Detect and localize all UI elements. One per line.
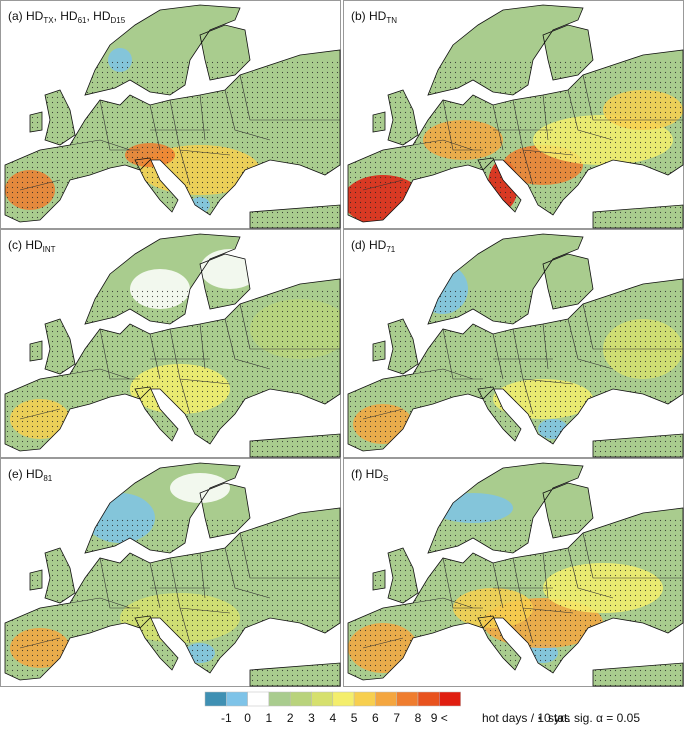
color-swatch bbox=[204, 691, 227, 707]
panel-label: (e) HD81 bbox=[8, 467, 53, 483]
map-panel: (f) HDS bbox=[343, 458, 684, 687]
panel-label: (f) HDS bbox=[351, 467, 388, 483]
significance-dot bbox=[538, 716, 542, 720]
panel-label: (a) HDTX, HD61, HDD15 bbox=[8, 9, 126, 25]
country-borders bbox=[362, 532, 683, 649]
label-text: (a) HD bbox=[8, 9, 44, 23]
color-swatch bbox=[226, 691, 248, 707]
label-subscript: D15 bbox=[110, 16, 125, 25]
color-swatch bbox=[417, 691, 440, 707]
patch bbox=[170, 473, 230, 503]
label-text: , HD bbox=[86, 9, 110, 23]
color-swatch bbox=[439, 691, 461, 707]
label-text: (f) HD bbox=[351, 467, 383, 481]
map-panels: (a) HDTX, HD61, HDD15 (b) HDTN(c) HDINT (d… bbox=[0, 0, 684, 687]
label-subscript: TN bbox=[386, 16, 397, 25]
label-text: , HD bbox=[54, 9, 78, 23]
color-label: 6 bbox=[372, 711, 379, 725]
panel-label: (c) HDINT bbox=[8, 238, 56, 254]
country-borders bbox=[19, 532, 340, 649]
map-panel: (b) HDTN bbox=[343, 0, 684, 229]
color-label: 4 bbox=[329, 711, 336, 725]
panel-label: (d) HD71 bbox=[351, 238, 396, 254]
color-swatch bbox=[247, 691, 270, 707]
color-label: 0 bbox=[244, 711, 251, 725]
color-swatch bbox=[268, 691, 291, 707]
label-text: (b) HD bbox=[351, 9, 387, 23]
label-subscript: INT bbox=[43, 245, 56, 254]
panel-label: (b) HDTN bbox=[351, 9, 397, 25]
label-subscript: 61 bbox=[78, 16, 87, 25]
country-borders bbox=[19, 74, 340, 191]
color-swatch bbox=[289, 691, 312, 707]
color-swatch bbox=[332, 691, 355, 707]
label-text: (d) HD bbox=[351, 238, 387, 252]
label-text: (c) HD bbox=[8, 238, 43, 252]
color-swatch bbox=[353, 691, 376, 707]
significance-label: stat. sig. α = 0.05 bbox=[548, 711, 640, 725]
label-subscript: S bbox=[383, 474, 388, 483]
color-label: 2 bbox=[287, 711, 294, 725]
color-label: 1 bbox=[266, 711, 273, 725]
map-panel: (c) HDINT bbox=[0, 229, 341, 458]
color-label: 8 bbox=[415, 711, 422, 725]
country-borders bbox=[362, 74, 683, 191]
country-borders bbox=[362, 303, 683, 420]
map-panel: (e) HD81 bbox=[0, 458, 341, 687]
label-subscript: TX bbox=[43, 16, 54, 25]
color-swatch bbox=[396, 691, 419, 707]
color-label: 9 < bbox=[431, 711, 448, 725]
legend-unit: hot days / 10 yrs bbox=[482, 711, 570, 725]
color-label: -1 bbox=[221, 711, 232, 725]
map-panel: (a) HDTX, HD61, HDD15 bbox=[0, 0, 341, 229]
color-label: 3 bbox=[308, 711, 315, 725]
label-text: (e) HD bbox=[8, 467, 44, 481]
color-swatch bbox=[375, 691, 397, 707]
color-swatch bbox=[311, 691, 334, 707]
color-label: 5 bbox=[351, 711, 358, 725]
country-borders bbox=[19, 303, 340, 420]
color-label: 7 bbox=[393, 711, 400, 725]
label-subscript: 81 bbox=[43, 474, 52, 483]
label-subscript: 71 bbox=[386, 245, 395, 254]
map-panel: (d) HD71 bbox=[343, 229, 684, 458]
